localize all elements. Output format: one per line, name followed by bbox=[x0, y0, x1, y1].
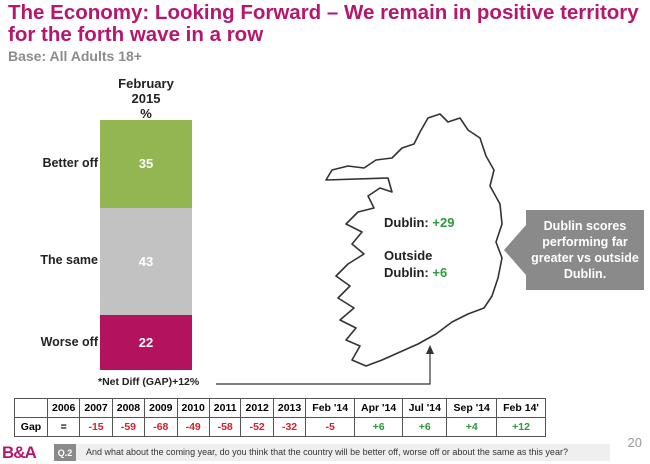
gap-table-column-header: Sep '14 bbox=[446, 398, 498, 418]
gap-table-cell: -59 bbox=[111, 417, 146, 437]
gap-table-cell: -32 bbox=[272, 417, 307, 437]
ireland-outline bbox=[325, 113, 503, 367]
outside-label-line2: Dublin: bbox=[384, 265, 429, 280]
callout-arrow bbox=[504, 225, 526, 275]
bar-segment-the-same: 43 bbox=[100, 207, 192, 315]
base-label: Base: All Adults 18+ bbox=[8, 48, 142, 64]
callout-box: Dublin scores performing far greater vs … bbox=[526, 210, 644, 290]
gap-table-cell: = bbox=[46, 417, 81, 437]
gap-table-column-header: Feb '14 bbox=[305, 398, 356, 418]
category-label: Worse off bbox=[40, 334, 98, 349]
gap-table-column-header: Apr '14 bbox=[354, 398, 404, 418]
company-logo: B&A bbox=[2, 443, 37, 462]
gap-table-cell: -49 bbox=[176, 417, 210, 437]
connector-line bbox=[216, 352, 431, 385]
ireland-map bbox=[325, 113, 503, 367]
connector-arrowhead bbox=[426, 345, 434, 354]
gap-table-cell: -15 bbox=[79, 417, 113, 437]
gap-table-column-header: 2008 bbox=[111, 398, 146, 418]
gap-row-label: Gap bbox=[14, 417, 48, 437]
category-label: Better off bbox=[42, 155, 98, 170]
gap-table-header-row: 2006 2007 2008 2009 2010 2011 2012 2013 Feb '14 A… bbox=[14, 398, 546, 418]
gap-table-values-row: Gap = -15 -59 -68 -49 -58 -52 -32 -5 +6 +6 +4 +12 bbox=[14, 417, 546, 437]
gap-table-cell: -52 bbox=[240, 417, 274, 437]
gap-table-cell: +4 bbox=[446, 417, 498, 437]
outside-dublin-stat: Outside Dublin: +6 bbox=[384, 247, 447, 281]
gap-table-cell: -68 bbox=[144, 417, 178, 437]
gap-table-column-header: Feb 14' bbox=[496, 398, 546, 418]
gap-table-cell: +12 bbox=[496, 417, 546, 437]
category-label: The same bbox=[40, 253, 98, 268]
question-number: Q.2 bbox=[54, 444, 76, 461]
gap-table-cell: -58 bbox=[208, 417, 242, 437]
stacked-bar: 35 43 22 bbox=[100, 120, 192, 370]
column-header-year: 2015 bbox=[131, 91, 161, 106]
gap-table-cell: +6 bbox=[402, 417, 448, 437]
gap-table: 2006 2007 2008 2009 2010 2011 2012 2013 Feb '14 A… bbox=[14, 398, 546, 437]
gap-table-column-header: 2011 bbox=[208, 398, 242, 418]
gap-table-column-header: 2007 bbox=[79, 398, 113, 418]
question-bar: Q.2 And what about the coming year, do y… bbox=[54, 444, 610, 461]
gap-table-cell: +6 bbox=[354, 417, 404, 437]
net-diff-label: *Net Diff (GAP)+12% bbox=[98, 376, 200, 388]
gap-table-column-header: 2006 bbox=[46, 398, 81, 418]
gap-table-column-header: Jul '14 bbox=[402, 398, 448, 418]
dublin-value: +29 bbox=[432, 215, 455, 230]
gap-table-column-header: 2009 bbox=[144, 398, 178, 418]
footer: B&A Q.2 And what about the coming year, … bbox=[0, 435, 650, 464]
gap-table-corner bbox=[14, 398, 48, 418]
outside-value: +6 bbox=[432, 265, 448, 280]
gap-table-column-header: 2012 bbox=[240, 398, 274, 418]
column-header-month: February bbox=[118, 76, 174, 91]
gap-table-column-header: 2010 bbox=[176, 398, 210, 418]
gap-table-column-header: 2013 bbox=[272, 398, 307, 418]
column-header-unit: % bbox=[140, 106, 152, 121]
gap-table-cell: -5 bbox=[305, 417, 356, 437]
bar-segment-better-off: 35 bbox=[100, 120, 192, 208]
slide-title: The Economy: Looking Forward – We remain… bbox=[8, 1, 639, 46]
bar-segment-worse-off: 22 bbox=[100, 315, 192, 370]
column-header: February 2015 % bbox=[100, 76, 192, 121]
question-text: And what about the coming year, do you t… bbox=[86, 447, 568, 457]
outside-label-line1: Outside bbox=[384, 248, 433, 263]
dublin-label: Dublin: bbox=[384, 215, 429, 230]
page-number: 20 bbox=[627, 435, 642, 450]
dublin-stat: Dublin: +29 bbox=[384, 215, 454, 230]
